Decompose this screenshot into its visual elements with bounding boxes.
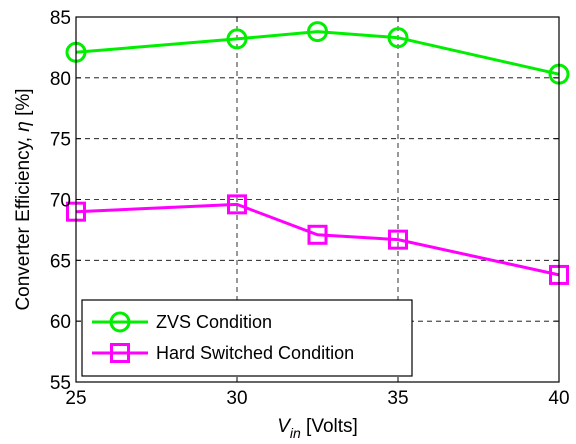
y-tick-label: 80 <box>50 69 71 90</box>
y-tick-label: 60 <box>50 312 71 333</box>
grid-lines <box>76 17 559 382</box>
x-axis-label-rest: [Volts] <box>301 416 358 437</box>
legend-square-marker <box>110 343 130 363</box>
legend-circle-marker <box>109 311 131 333</box>
data-point-1 <box>226 28 248 50</box>
series-line-2 <box>75 202 560 277</box>
legend-box <box>81 299 413 377</box>
legend: ZVS Condition Hard Switched Condition <box>81 299 413 377</box>
x-axis-label: Vin [Volts] <box>277 416 358 441</box>
data-point-2 <box>388 229 408 250</box>
data-point-2 <box>307 224 328 245</box>
data-point-2 <box>227 194 247 215</box>
data-point-1 <box>387 27 409 49</box>
y-tick-label: 65 <box>50 251 71 272</box>
y-axis-label: Converter Efficiency, η [%] <box>13 88 34 310</box>
legend-label: ZVS Condition <box>156 312 272 332</box>
y-tick-label: 75 <box>50 130 71 151</box>
x-tick-label: 30 <box>226 388 247 409</box>
x-tick-label: 25 <box>65 388 86 409</box>
x-axis-label-sub: in <box>290 425 301 441</box>
axis-ticks: 25 30 35 40 55 60 65 70 75 80 85 <box>50 8 570 409</box>
x-tick-label: 40 <box>548 388 569 409</box>
data-point-1 <box>307 21 328 43</box>
y-tick-label: 70 <box>50 191 71 212</box>
y-axis-label-text: Converter Efficiency, <box>13 132 34 311</box>
x-tick-label: 35 <box>387 388 408 409</box>
legend-label: Hard Switched Condition <box>156 343 354 363</box>
y-tick-label: 85 <box>50 8 71 29</box>
y-axis-label-rest: [%] <box>13 88 34 121</box>
y-tick-label: 55 <box>50 373 71 394</box>
x-axis-label-main: V <box>277 416 292 437</box>
series-line-1 <box>75 30 560 76</box>
y-axis-label-symbol: η <box>13 121 34 132</box>
series-layer <box>65 21 570 285</box>
